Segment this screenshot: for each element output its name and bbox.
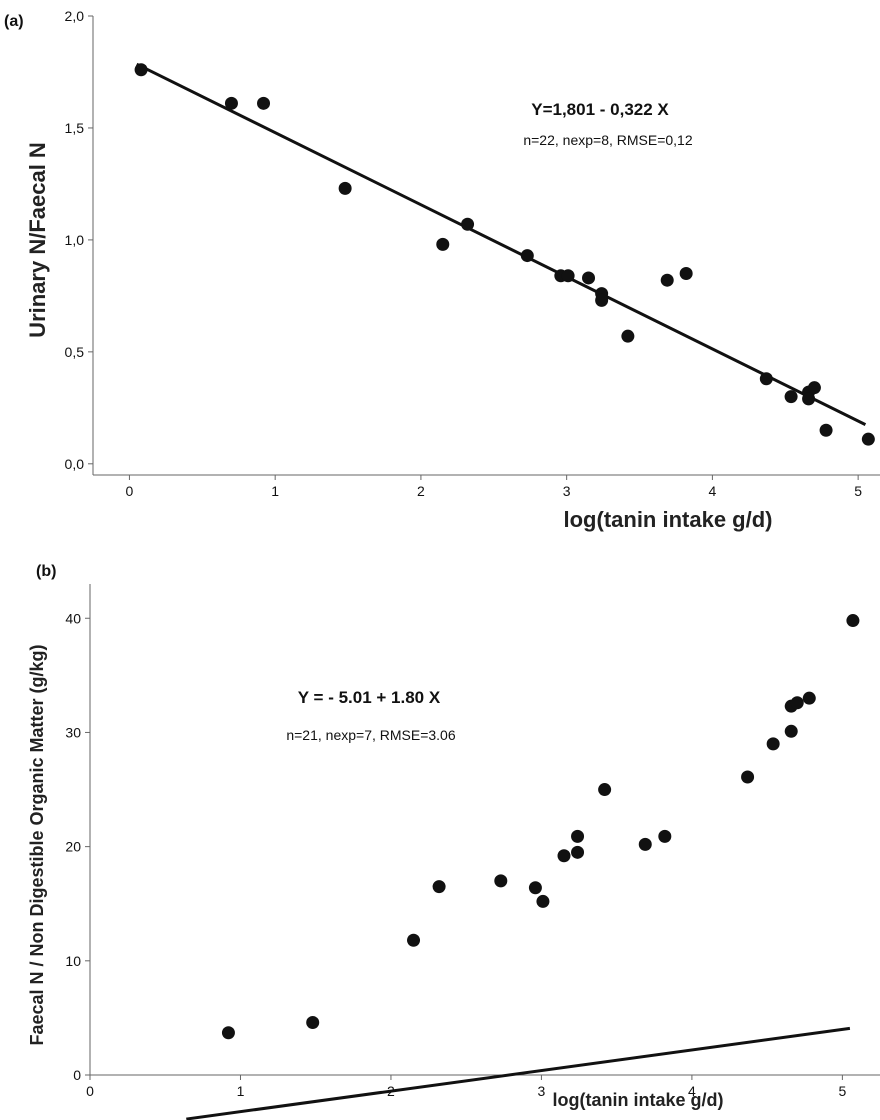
panel-b-x-tick-label: 5: [838, 1083, 846, 1099]
panel-a-x-tick-label: 2: [417, 483, 425, 499]
panel-a-equation: Y=1,801 - 0,322 X: [531, 100, 669, 119]
panel-a-data-point: [595, 294, 608, 307]
panel-b-fit-stats: n=21, nexp=7, RMSE=3.06: [286, 727, 455, 743]
panel-a-data-point: [802, 392, 815, 405]
panel-b-data-point: [433, 880, 446, 893]
panel-b-data-point: [571, 846, 584, 859]
panel-b-y-tick-label: 40: [65, 610, 81, 626]
panel-a-y-tick-label: 2,0: [65, 8, 85, 24]
panel-b-data-point: [558, 849, 571, 862]
panel-a-data-point: [225, 97, 238, 110]
panel-a-data-point: [521, 249, 534, 262]
panel-b: (b) Faecal N / Non Digestible Organic Ma…: [27, 563, 880, 1119]
panel-b-data-point: [407, 934, 420, 947]
panel-b-equation: Y = - 5.01 + 1.80 X: [298, 688, 441, 707]
panel-b-data-point: [846, 614, 859, 627]
panel-a-data-point: [820, 424, 833, 437]
panel-a-data-point: [680, 267, 693, 280]
panel-a-data-point: [785, 390, 798, 403]
panel-b-data-point: [306, 1016, 319, 1029]
panel-a-data-point: [661, 274, 674, 287]
panel-a-y-tick-label: 0,0: [65, 456, 85, 472]
panel-a-data-point: [436, 238, 449, 251]
panel-b-data-point: [785, 725, 798, 738]
panel-b-regression-line: [186, 1028, 850, 1119]
panel-a-regression-line: [137, 64, 866, 424]
panel-b-data-point: [791, 696, 804, 709]
panel-b-data-point: [639, 838, 652, 851]
panel-a-fit-stats: n=22, nexp=8, RMSE=0,12: [523, 132, 692, 148]
panel-a-y-tick-label: 0,5: [65, 344, 85, 360]
panel-a-data-point: [562, 269, 575, 282]
panel-b-data-point: [529, 881, 542, 894]
panel-b-y-axis-title: Faecal N / Non Digestible Organic Matter…: [27, 644, 47, 1045]
panel-a-x-tick-label: 5: [854, 483, 862, 499]
panel-b-data-point: [741, 770, 754, 783]
panel-b-data-point: [222, 1026, 235, 1039]
panel-b-data-point: [767, 737, 780, 750]
panel-b-y-tick-label: 0: [73, 1067, 81, 1083]
panel-b-x-tick-label: 4: [688, 1083, 696, 1099]
panel-a-data-point: [582, 271, 595, 284]
panel-a-x-axis-title: log(tanin intake g/d): [564, 507, 773, 532]
panel-b-x-tick-label: 1: [237, 1083, 245, 1099]
panel-a-y-axis-title: Urinary N/Faecal N: [25, 142, 50, 338]
panel-a-data-point: [760, 372, 773, 385]
panel-b-x-tick-label: 0: [86, 1083, 94, 1099]
panel-a-x-tick-label: 4: [708, 483, 716, 499]
panel-b-data-point: [494, 874, 507, 887]
panel-b-data-point: [803, 692, 816, 705]
panel-a-data-point: [135, 63, 148, 76]
panel-a-data-point: [339, 182, 352, 195]
panel-a: (a) Urinary N/Faecal N log(tanin intake …: [4, 8, 880, 532]
panel-a-data-point: [461, 218, 474, 231]
panel-b-x-axis-title: log(tanin intake g/d): [553, 1090, 724, 1110]
panel-b-data-point: [598, 783, 611, 796]
panel-b-data-point: [571, 830, 584, 843]
panel-a-label: (a): [4, 13, 24, 30]
panel-b-label: (b): [36, 563, 56, 580]
panel-a-x-tick-label: 1: [271, 483, 279, 499]
panel-a-data-point: [257, 97, 270, 110]
panel-a-x-tick-label: 0: [126, 483, 134, 499]
panel-a-y-tick-label: 1,5: [65, 120, 85, 136]
panel-a-y-tick-label: 1,0: [65, 232, 85, 248]
panel-b-y-tick-label: 30: [65, 724, 81, 740]
panel-b-data-point: [658, 830, 671, 843]
panel-b-y-tick-label: 20: [65, 839, 81, 855]
panel-a-data-point: [862, 433, 875, 446]
panel-a-data-point: [808, 381, 821, 394]
panel-b-y-tick-label: 10: [65, 953, 81, 969]
panel-b-x-tick-label: 3: [538, 1083, 546, 1099]
panel-b-data-point: [536, 895, 549, 908]
panel-a-data-point: [621, 330, 634, 343]
panel-a-x-tick-label: 3: [563, 483, 571, 499]
